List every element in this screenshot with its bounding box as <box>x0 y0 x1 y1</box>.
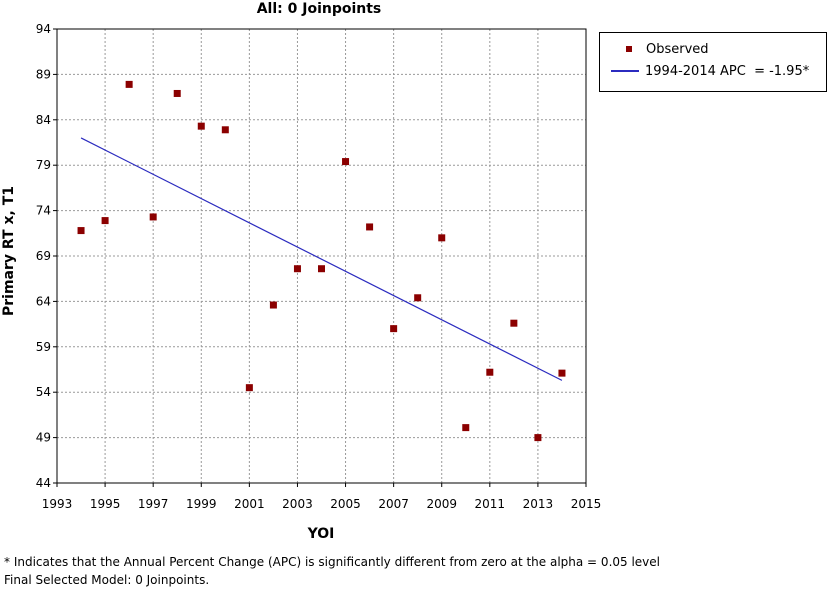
data-point <box>438 234 446 242</box>
y-axis: 94 89 84 79 74 69 64 59 54 49 44 <box>36 22 57 490</box>
legend-item-fit: 1994-2014 APC = -1.95* <box>600 62 809 80</box>
joinpoint-chart: All: 0 Joinpoints 94 89 84 79 74 69 64 59 54 49 44… <box>1 1 602 542</box>
square-marker-icon <box>626 46 632 52</box>
data-point <box>318 265 325 273</box>
data-point <box>293 265 301 273</box>
y-tick-label: 89 <box>36 67 51 81</box>
x-tick-label: 2011 <box>475 497 506 511</box>
x-tick-label: 2003 <box>282 497 313 511</box>
x-axis-label: YOI <box>307 526 335 542</box>
footnote-apc: * Indicates that the Annual Percent Chan… <box>4 555 660 569</box>
y-tick-label: 69 <box>36 249 51 263</box>
grid-lines <box>57 29 586 483</box>
x-tick-label: 1995 <box>90 497 121 511</box>
fit-line-layer <box>80 137 563 381</box>
data-point <box>534 434 542 442</box>
data-point <box>486 368 494 376</box>
data-point <box>558 369 566 377</box>
x-tick-label: 2009 <box>426 497 457 511</box>
line-marker-icon <box>611 70 639 72</box>
legend: Observed 1994-2014 APC = -1.95* <box>599 32 827 92</box>
chart-title: All: 0 Joinpoints <box>257 1 382 17</box>
data-point <box>101 217 109 225</box>
data-point <box>221 126 229 134</box>
fit-line <box>80 137 563 381</box>
y-tick-label: 44 <box>36 476 51 490</box>
x-tick-label: 2013 <box>523 497 554 511</box>
data-point <box>390 325 398 333</box>
observed-points-layer <box>77 80 566 442</box>
y-tick-label: 84 <box>36 113 51 127</box>
data-point <box>269 301 277 309</box>
x-tick-label: 2007 <box>378 497 409 511</box>
data-point <box>462 424 470 432</box>
data-point <box>197 122 205 130</box>
y-tick-label: 79 <box>36 158 51 172</box>
y-tick-label: 49 <box>36 431 51 445</box>
x-tick-label: 2005 <box>330 497 361 511</box>
x-tick-label: 1993 <box>42 497 73 511</box>
x-axis: 1993 1995 1997 1999 2001 2003 2005 2007 2009 2011… <box>42 483 602 511</box>
data-point <box>125 80 133 88</box>
x-tick-label: 1999 <box>186 497 217 511</box>
y-tick-label: 54 <box>36 385 51 399</box>
data-point <box>149 213 157 221</box>
legend-label-observed: Observed <box>646 41 709 57</box>
data-point <box>510 319 518 327</box>
footnote-model: Final Selected Model: 0 Joinpoints. <box>4 573 210 587</box>
x-tick-label: 2001 <box>234 497 265 511</box>
x-tick-label: 1997 <box>138 497 169 511</box>
data-point <box>245 384 253 392</box>
data-point <box>342 158 350 166</box>
data-point <box>414 294 422 302</box>
y-tick-label: 64 <box>36 294 51 308</box>
data-point <box>173 89 181 97</box>
legend-label-fit: 1994-2014 APC = -1.95* <box>645 63 810 79</box>
y-tick-label: 94 <box>36 22 51 36</box>
y-axis-label: Primary RT x, T1 <box>1 186 17 316</box>
data-point <box>77 227 85 235</box>
x-tick-label: 2015 <box>571 497 602 511</box>
y-tick-label: 74 <box>36 204 51 218</box>
data-point <box>366 223 374 231</box>
legend-item-observed: Observed <box>600 40 709 58</box>
y-tick-label: 59 <box>36 340 51 354</box>
